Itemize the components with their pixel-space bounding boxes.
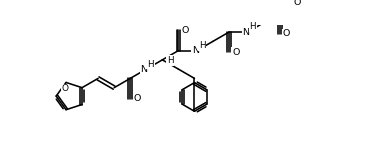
Text: H: H [199,41,206,50]
Text: N: N [243,28,249,37]
Text: O: O [294,0,301,7]
Text: N: N [192,46,199,55]
Text: O: O [232,48,240,57]
Text: O: O [181,26,189,35]
Text: O: O [283,29,290,38]
Text: O: O [62,84,69,93]
Text: N: N [140,65,147,74]
Text: O: O [133,94,141,103]
Text: H: H [147,60,154,69]
Text: H: H [249,23,256,32]
Text: H: H [167,56,173,65]
